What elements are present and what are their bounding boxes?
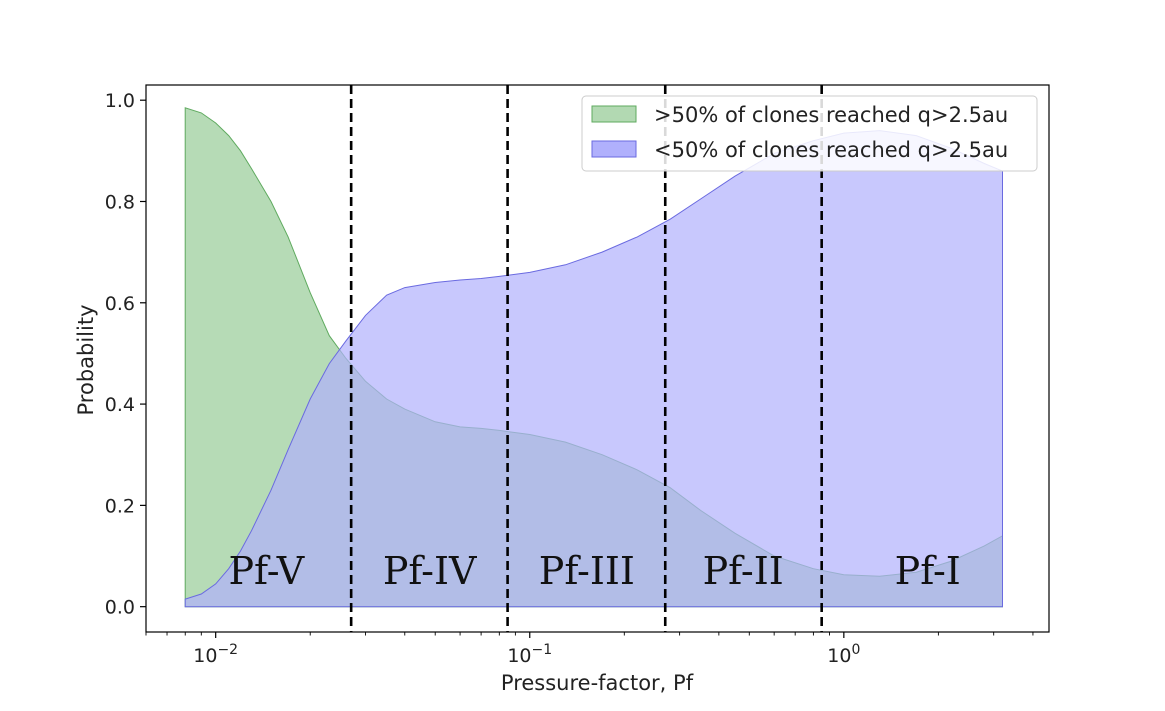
y-tick-label: 0.2 xyxy=(105,495,135,517)
y-tick-label: 0.0 xyxy=(105,597,135,619)
plot-frame xyxy=(145,84,1050,633)
y-tick-label: 0.6 xyxy=(105,293,135,315)
region-label-pf-v: Pf-V xyxy=(228,549,304,593)
y-tick-label: 1.0 xyxy=(105,90,135,112)
y-tick-label: 0.8 xyxy=(105,191,135,213)
x-tick-label: 10−1 xyxy=(507,642,552,667)
x-axis-ticks: 10−2 10−1 100 xyxy=(145,632,1034,667)
region-label-pf-iii: Pf-III xyxy=(539,549,635,593)
legend-swatch-green xyxy=(591,105,637,123)
y-tick-label: 0.4 xyxy=(105,394,135,416)
legend-swatch-blue xyxy=(591,140,637,158)
legend: >50% of clones reached q>2.5au <50% of c… xyxy=(581,95,1038,172)
legend-label-blue: <50% of clones reached q>2.5au xyxy=(654,138,1008,162)
y-axis-label: Probability xyxy=(74,304,98,415)
plot-area: Pf-V Pf-IV Pf-III Pf-II Pf-I xyxy=(184,85,1003,632)
y-axis-ticks: 0.0 0.2 0.4 0.6 0.8 1.0 xyxy=(105,90,146,619)
x-tick-label: 100 xyxy=(827,642,860,667)
x-tick-label: 10−2 xyxy=(193,642,238,667)
legend-box xyxy=(581,95,1038,172)
region-label-pf-iv: Pf-IV xyxy=(383,549,477,593)
region-label-pf-i: Pf-I xyxy=(895,549,961,593)
region-label-pf-ii: Pf-II xyxy=(703,549,784,593)
x-axis-label: Pressure-factor, Pf xyxy=(501,671,694,695)
legend-label-green: >50% of clones reached q>2.5au xyxy=(654,103,1008,127)
